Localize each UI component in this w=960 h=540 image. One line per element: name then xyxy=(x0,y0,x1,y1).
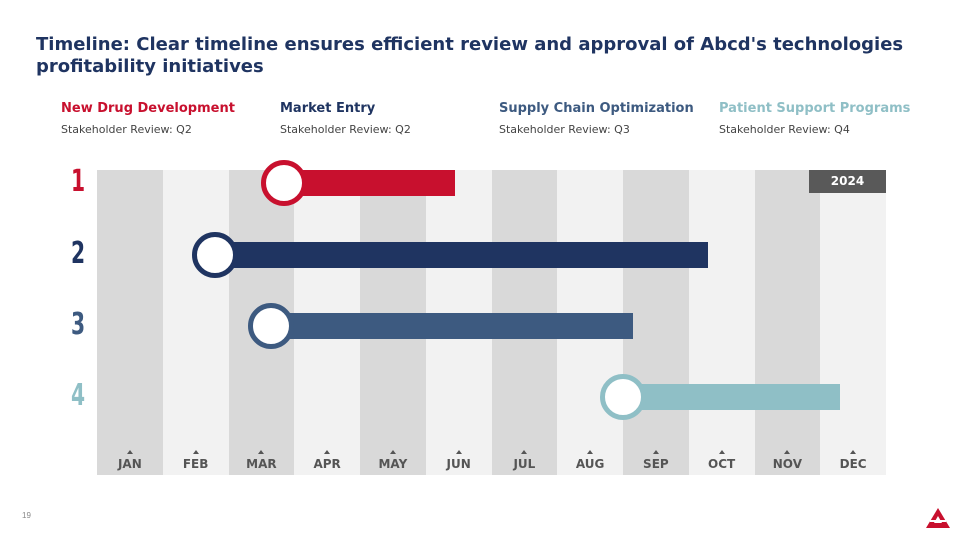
legend-item-new-drug-development: New Drug Development Stakeholder Review:… xyxy=(61,101,271,136)
month-marker-icon xyxy=(587,450,594,454)
legend-item-patient-support-programs: Patient Support Programs Stakeholder Rev… xyxy=(719,101,929,136)
month-label: DEC xyxy=(839,457,867,471)
month-column-jan: JAN xyxy=(97,170,163,475)
legend-review: Stakeholder Review: Q2 xyxy=(61,123,192,136)
legend-review: Stakeholder Review: Q4 xyxy=(719,123,850,136)
month-marker-icon xyxy=(521,450,528,454)
month-marker-icon xyxy=(192,450,199,454)
legend-review: Stakeholder Review: Q3 xyxy=(499,123,630,136)
month-column-dec: DEC xyxy=(820,170,886,475)
month-marker-icon xyxy=(126,450,133,454)
month-marker-icon xyxy=(455,450,462,454)
month-label: OCT xyxy=(708,457,736,471)
timeline-start-marker xyxy=(192,232,239,278)
month-label: JUN xyxy=(446,457,471,471)
month-marker-icon xyxy=(850,450,857,454)
month-label: MAR xyxy=(246,457,277,471)
month-label: FEB xyxy=(182,457,209,471)
page-title: Timeline: Clear timeline ensures efficie… xyxy=(36,34,904,77)
timeline-bar xyxy=(271,313,633,339)
legend-title: Market Entry xyxy=(280,101,376,116)
month-marker-icon xyxy=(258,450,265,454)
row-number: 3 xyxy=(70,307,86,342)
row-number: 1 xyxy=(70,164,86,199)
row-number: 4 xyxy=(70,378,86,413)
month-marker-icon xyxy=(324,450,331,454)
timeline-start-marker xyxy=(600,374,646,420)
month-label: APR xyxy=(313,457,341,471)
legend-review: Stakeholder Review: Q2 xyxy=(280,123,411,136)
month-label: NOV xyxy=(772,457,802,471)
timeline-start-marker xyxy=(248,303,295,349)
month-marker-icon xyxy=(718,450,725,454)
row-number: 2 xyxy=(70,236,86,271)
timeline-bar xyxy=(215,242,709,268)
month-column-sep: SEP xyxy=(623,170,689,475)
page-number: 19 xyxy=(22,511,31,520)
month-label: JUL xyxy=(513,457,536,471)
legend-title: Patient Support Programs xyxy=(719,101,911,116)
month-marker-icon xyxy=(652,450,659,454)
company-logo-icon xyxy=(926,508,950,533)
month-marker-icon xyxy=(784,450,791,454)
month-label: AUG xyxy=(575,457,605,471)
month-marker-icon xyxy=(389,450,396,454)
legend-title: New Drug Development xyxy=(61,101,235,116)
legend-item-supply-chain-optimization: Supply Chain Optimization Stakeholder Re… xyxy=(499,101,709,136)
timeline-bar xyxy=(284,170,456,196)
month-column-feb: FEB xyxy=(162,170,229,475)
timeline-start-marker xyxy=(261,160,308,206)
month-label: JAN xyxy=(117,457,142,471)
legend-item-market-entry: Market Entry Stakeholder Review: Q2 xyxy=(280,101,490,136)
month-label: MAY xyxy=(378,457,408,471)
month-column-oct: OCT xyxy=(688,170,755,475)
month-column-nov: NOV xyxy=(754,170,821,475)
timeline-bar xyxy=(623,384,840,410)
legend-title: Supply Chain Optimization xyxy=(499,101,694,116)
month-label: SEP xyxy=(643,457,669,471)
year-badge: 2024 xyxy=(809,170,886,193)
